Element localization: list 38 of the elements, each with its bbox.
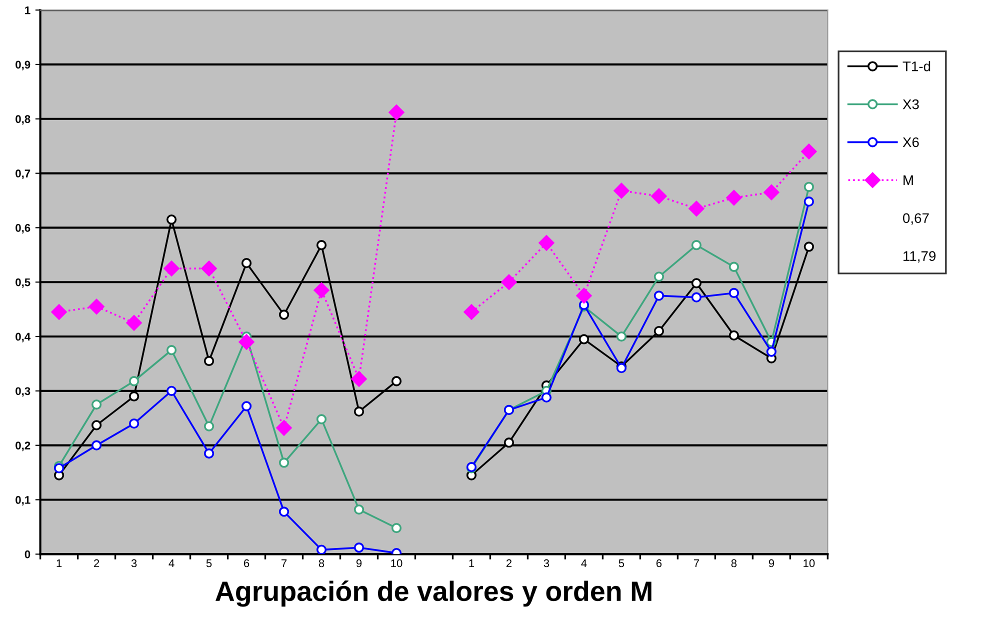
x-tick-label: 1: [56, 559, 62, 568]
y-tick-label: 0,7: [16, 170, 30, 180]
x-tick-label: 1: [469, 559, 474, 568]
text: 0,67: [903, 213, 929, 225]
legend-label: X6: [902, 137, 919, 148]
x-tick-label: 5: [206, 559, 212, 568]
legend-label: M: [904, 175, 913, 185]
x-axis-title: Agrupación de valores y orden M: [216, 580, 652, 607]
x-tick-label: 3: [544, 559, 550, 568]
x-tick-label: 9: [356, 559, 362, 568]
y-tick-label: 0,3: [16, 387, 30, 397]
text: 11,79: [904, 251, 936, 263]
x-tick-label: 3: [131, 559, 137, 568]
x-tick-label: 6: [244, 559, 250, 568]
x-tick-label: 7: [694, 559, 699, 568]
x-tick-label: 7: [281, 559, 287, 568]
x-tick-label: 8: [318, 559, 324, 568]
y-tick-label: 0,8: [16, 115, 30, 125]
x-tick-label: 5: [618, 559, 624, 568]
y-tick-label: 1: [25, 6, 30, 14]
x-tick-label: 4: [581, 559, 587, 568]
y-tick-label: 0,2: [16, 442, 30, 452]
x-tick-label: 9: [768, 559, 774, 568]
x-tick-label: 6: [656, 559, 662, 568]
legend-label: X3: [902, 99, 919, 110]
y-tick-label: 0,9: [16, 60, 30, 70]
x-tick-label: 2: [506, 559, 512, 568]
y-tick-label: 0,4: [16, 332, 31, 342]
y-tick-label: 0,6: [16, 224, 30, 234]
legend-label: T1-d: [902, 61, 930, 72]
x-tick-label: 10: [804, 559, 815, 568]
x-tick-label: 4: [168, 559, 174, 568]
x-tick-label: 2: [94, 559, 100, 568]
y-tick-label: 0,5: [16, 278, 30, 288]
y-tick-label: 0: [24, 550, 30, 558]
y-tick-label: 0,1: [16, 496, 30, 506]
x-tick-label: 10: [391, 559, 402, 568]
x-tick-label: 8: [731, 559, 737, 568]
